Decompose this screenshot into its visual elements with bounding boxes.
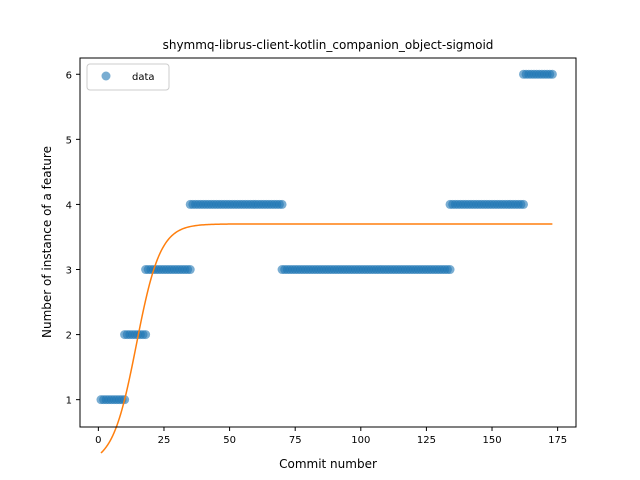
chart-title: shymmq-librus-client-kotlin_companion_ob… <box>163 38 494 52</box>
legend-marker-data <box>101 71 111 81</box>
data-point <box>277 199 287 209</box>
y-tick-label: 3 <box>66 266 72 277</box>
y-tick-label: 2 <box>66 331 72 342</box>
legend-box <box>86 63 170 91</box>
axes-frame <box>79 57 577 428</box>
x-tick-label: 175 <box>548 435 567 446</box>
x-axis-ticks: 0 25 50 75 100 125 150 175 <box>95 427 567 446</box>
x-tick-label: 150 <box>482 435 501 446</box>
x-tick-label: 25 <box>158 435 171 446</box>
plot-area <box>96 69 557 454</box>
legend: data <box>86 63 170 91</box>
x-tick-label: 50 <box>223 435 236 446</box>
y-axis-ticks: 1 2 3 4 5 6 <box>66 70 80 407</box>
y-tick-label: 1 <box>66 396 72 407</box>
x-tick-label: 100 <box>351 435 370 446</box>
y-tick-label: 4 <box>66 200 72 211</box>
x-tick-label: 0 <box>95 435 101 446</box>
data-point <box>445 265 455 275</box>
y-axis-label: Number of instance of a feature <box>40 146 54 338</box>
data-point <box>141 330 151 340</box>
data-point <box>547 69 557 79</box>
x-tick-label: 125 <box>417 435 436 446</box>
y-tick-label: 6 <box>66 70 72 81</box>
data-point <box>185 265 195 275</box>
x-axis-label: Commit number <box>279 457 377 471</box>
y-tick-label: 5 <box>66 135 72 146</box>
x-tick-label: 75 <box>289 435 302 446</box>
legend-label-data: data <box>132 72 155 83</box>
fit-curve <box>100 223 553 454</box>
data-point <box>519 199 529 209</box>
